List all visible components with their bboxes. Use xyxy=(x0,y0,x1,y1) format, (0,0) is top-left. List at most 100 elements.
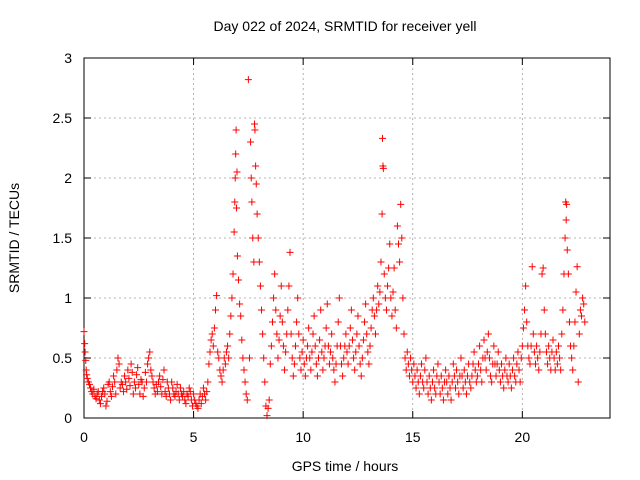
data-point xyxy=(230,228,238,236)
data-point xyxy=(236,300,244,308)
data-point xyxy=(351,366,359,374)
data-point xyxy=(377,258,385,266)
y-tick-label: 2.5 xyxy=(53,110,73,126)
data-point xyxy=(361,318,369,326)
data-point xyxy=(466,378,474,386)
data-points xyxy=(80,76,589,420)
data-point xyxy=(431,384,439,392)
data-point xyxy=(279,342,287,350)
data-point xyxy=(182,400,190,408)
data-point xyxy=(278,318,286,326)
data-point xyxy=(310,312,318,320)
data-point xyxy=(226,330,234,338)
data-point xyxy=(258,306,266,314)
data-point xyxy=(346,324,354,332)
data-point xyxy=(107,392,115,400)
data-point xyxy=(248,198,256,206)
data-point xyxy=(502,354,510,362)
data-point xyxy=(322,324,330,332)
data-point xyxy=(535,366,543,374)
data-point xyxy=(253,210,261,218)
data-point xyxy=(308,348,316,356)
data-point xyxy=(538,270,546,278)
data-point xyxy=(102,402,110,410)
data-point xyxy=(558,330,566,338)
data-point xyxy=(369,294,377,302)
data-point xyxy=(399,294,407,302)
data-point xyxy=(128,368,136,376)
data-point xyxy=(219,366,227,374)
data-point xyxy=(294,294,302,302)
data-point xyxy=(111,378,119,386)
data-point xyxy=(81,340,89,348)
data-point xyxy=(580,300,588,308)
data-point xyxy=(150,384,158,392)
data-point xyxy=(513,360,521,368)
data-point xyxy=(116,384,124,392)
x-tick-label: 10 xyxy=(295,429,311,445)
data-point xyxy=(199,384,207,392)
data-point xyxy=(330,366,338,374)
data-point xyxy=(576,306,584,314)
data-point xyxy=(222,348,230,356)
data-point xyxy=(245,354,253,362)
data-point xyxy=(457,354,465,362)
data-point xyxy=(325,360,333,368)
data-point xyxy=(581,318,589,326)
data-point xyxy=(264,404,272,412)
data-point xyxy=(139,392,147,400)
data-point xyxy=(554,342,562,350)
data-point xyxy=(356,360,364,368)
data-point xyxy=(425,372,433,380)
data-point xyxy=(95,396,103,404)
data-point xyxy=(569,366,577,374)
data-point xyxy=(379,164,387,172)
data-point xyxy=(460,366,468,374)
data-point xyxy=(390,264,398,272)
data-point xyxy=(238,336,246,344)
data-point xyxy=(277,282,285,290)
data-point xyxy=(132,384,140,392)
data-point xyxy=(570,342,578,350)
data-point xyxy=(142,378,150,386)
data-point xyxy=(124,366,132,374)
data-point xyxy=(340,354,348,362)
data-point xyxy=(403,348,411,356)
data-point xyxy=(575,330,583,338)
data-point xyxy=(273,330,281,338)
data-point xyxy=(568,354,576,362)
data-point xyxy=(517,354,525,362)
data-point xyxy=(232,126,240,134)
data-point xyxy=(267,342,275,350)
data-point xyxy=(410,360,418,368)
data-point xyxy=(251,120,259,128)
data-point xyxy=(392,324,400,332)
data-point xyxy=(483,348,491,356)
data-point xyxy=(396,258,404,266)
y-axis-label: SRMTID / TECUs xyxy=(6,183,22,293)
data-point xyxy=(270,294,278,302)
data-point xyxy=(157,383,165,391)
data-point xyxy=(81,348,89,356)
data-point xyxy=(484,330,492,338)
data-point xyxy=(420,384,428,392)
data-point xyxy=(380,270,388,278)
data-point xyxy=(438,384,446,392)
data-point xyxy=(482,366,490,374)
data-point xyxy=(335,294,343,302)
data-point xyxy=(141,368,149,376)
data-point xyxy=(370,312,378,320)
data-point xyxy=(504,378,512,386)
data-point xyxy=(312,360,320,368)
data-point xyxy=(112,390,120,398)
data-point xyxy=(562,216,570,224)
data-point xyxy=(352,348,360,356)
data-point xyxy=(227,312,235,320)
data-point xyxy=(412,384,420,392)
data-point xyxy=(540,306,548,314)
data-point xyxy=(224,342,232,350)
data-point xyxy=(254,234,262,242)
data-point xyxy=(430,366,438,374)
data-point xyxy=(572,288,580,296)
data-point xyxy=(366,342,374,350)
